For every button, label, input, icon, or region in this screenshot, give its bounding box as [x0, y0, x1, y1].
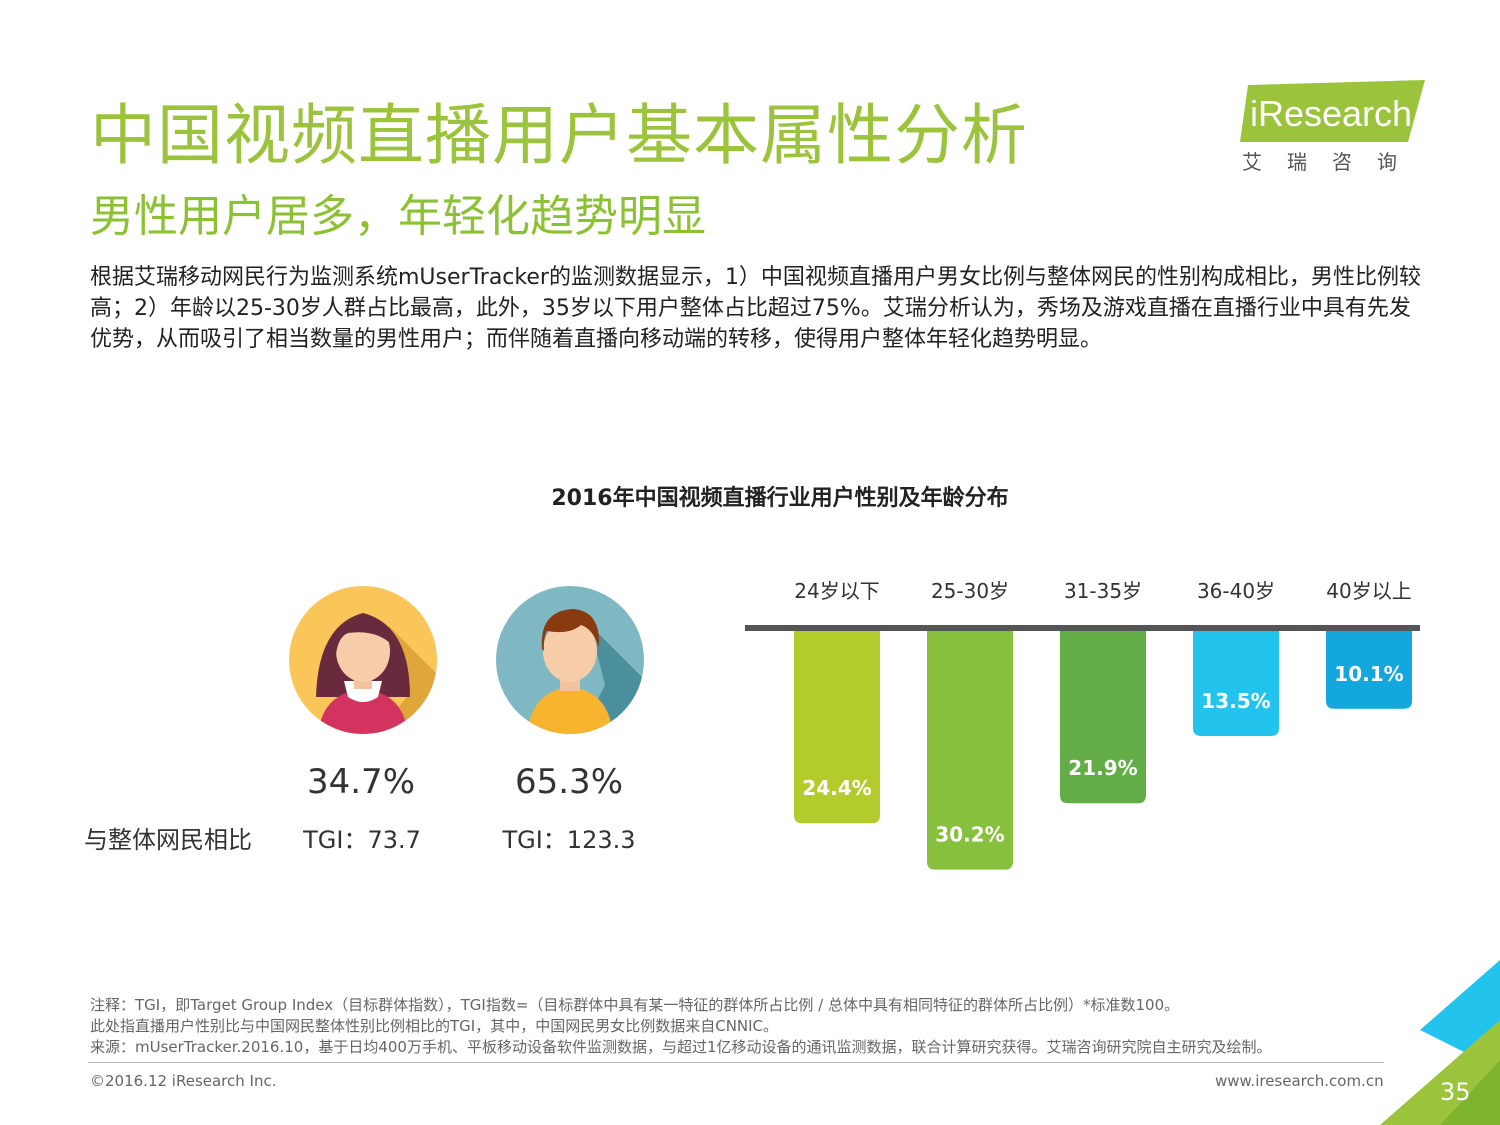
- chart-title: 2016年中国视频直播行业用户性别及年龄分布: [551, 486, 1009, 511]
- page-subtitle: 男性用户居多，年轻化趋势明显: [90, 191, 706, 242]
- logo-text: iResearch: [1250, 93, 1412, 134]
- chart-baseline: [745, 625, 1420, 631]
- category-label: 40岁以上: [1326, 579, 1411, 603]
- bar: [1193, 628, 1279, 736]
- bar: [794, 628, 880, 824]
- footer-divider: [88, 1062, 1384, 1063]
- female-tgi: TGI：73.7: [303, 826, 421, 854]
- bar-value-label: 30.2%: [935, 823, 1004, 847]
- category-label: 25-30岁: [931, 579, 1009, 603]
- tgi-comparison-label: 与整体网民相比: [84, 826, 252, 854]
- logo-chinese-text: 艾瑞咨询: [1242, 150, 1422, 174]
- website-url: www.iresearch.com.cn: [1215, 1072, 1384, 1090]
- page-title: 中国视频直播用户基本属性分析: [90, 97, 1028, 174]
- female-avatar-icon: [289, 586, 437, 734]
- category-label: 36-40岁: [1197, 579, 1275, 603]
- corner-decoration: [1380, 960, 1500, 1125]
- male-percentage: 65.3%: [514, 762, 623, 802]
- description-paragraph: 根据艾瑞移动网民行为监测系统mUserTracker的监测数据显示，1）中国视频…: [90, 265, 1421, 352]
- footnote-tgi-definition: 注释：TGI，即Target Group Index（目标群体指数），TGI指数…: [90, 996, 1180, 1014]
- female-percentage: 34.7%: [306, 762, 415, 802]
- bar-value-label: 13.5%: [1201, 689, 1270, 713]
- footnote-source: 来源：mUserTracker.2016.10，基于日均400万手机、平板移动设…: [90, 1038, 1272, 1056]
- bar: [1060, 628, 1146, 804]
- category-label: 24岁以下: [794, 579, 879, 603]
- male-tgi: TGI：123.3: [502, 826, 636, 854]
- male-avatar-icon: [496, 586, 644, 734]
- bar-value-label: 10.1%: [1334, 662, 1403, 686]
- bar: [927, 628, 1013, 870]
- iresearch-logo: iResearch: [1240, 80, 1425, 142]
- copyright: ©2016.12 iResearch Inc.: [90, 1072, 277, 1090]
- page-number: 35: [1440, 1078, 1471, 1106]
- bar-value-label: 24.4%: [802, 776, 871, 800]
- bar: [1326, 628, 1412, 709]
- bar-value-label: 21.9%: [1068, 756, 1137, 780]
- category-label: 31-35岁: [1064, 579, 1142, 603]
- footnote-comparison: 此处指直播用户性别比与中国网民整体性别比例相比的TGI，其中，中国网民男女比例数…: [90, 1017, 779, 1035]
- age-distribution-chart: 24岁以下 24.4% 25-30岁 30.2% 31-35岁 21.9% 36-40岁 13…: [745, 579, 1420, 870]
